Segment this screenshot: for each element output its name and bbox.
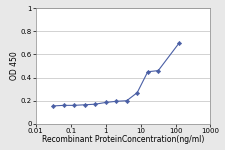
X-axis label: Recombinant ProteinConcentration(ng/ml): Recombinant ProteinConcentration(ng/ml) [42,135,204,144]
Y-axis label: OD 450: OD 450 [10,52,19,80]
